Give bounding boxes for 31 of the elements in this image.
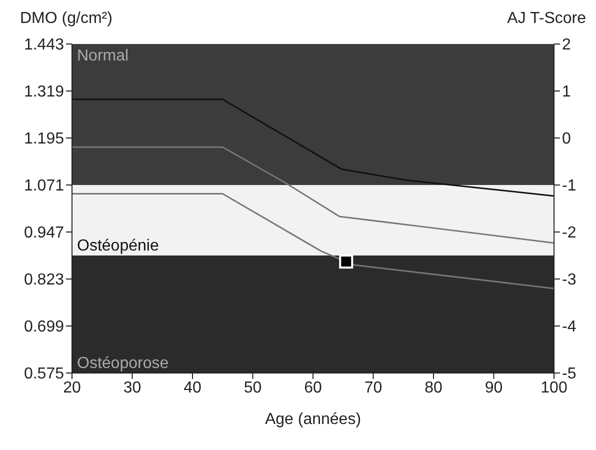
y2-axis-title: AJ T-Score	[507, 10, 586, 28]
band-label: Normal	[77, 47, 129, 64]
y-axis-title: DMO (g/cm²)	[20, 10, 112, 28]
line-series	[72, 98, 554, 197]
x-axis-title: Age (années)	[264, 411, 362, 428]
y2-tick-label: -2	[562, 224, 576, 242]
y-tick-label: 1.319	[24, 84, 64, 101]
x-tick-label: 70	[364, 379, 382, 396]
x-tick-label: 80	[424, 379, 442, 396]
y2-tick-label: -3	[562, 272, 576, 289]
y2-tick-label: 1	[562, 84, 571, 101]
y2-tick-label: 2	[562, 36, 571, 54]
y2-tick-label: 0	[562, 130, 571, 148]
line-series	[72, 192, 554, 290]
x-tick-label: 50	[244, 379, 262, 396]
y-tick-label: 0.575	[24, 366, 64, 383]
y-tick-label: 0.823	[24, 272, 64, 289]
x-tick-label: 40	[184, 379, 202, 396]
y-tick-label: 1.443	[24, 36, 64, 54]
x-tick-label: 90	[484, 379, 503, 396]
band-label: Ostéopénie	[77, 238, 159, 254]
x-tick-label: 20	[63, 379, 81, 396]
y2-tick-label: -1	[562, 178, 576, 195]
band-label: Ostéoporose	[77, 355, 169, 372]
y-tick-label: 1.195	[24, 130, 64, 148]
y-tick-label: 0.699	[24, 318, 64, 336]
y2-tick-label: -4	[562, 318, 576, 336]
y-tick-label: 0.947	[24, 224, 64, 242]
x-tick-label: 30	[123, 379, 142, 396]
y-tick-label: 1.071	[24, 178, 64, 195]
x-tick-label: 60	[304, 379, 322, 396]
